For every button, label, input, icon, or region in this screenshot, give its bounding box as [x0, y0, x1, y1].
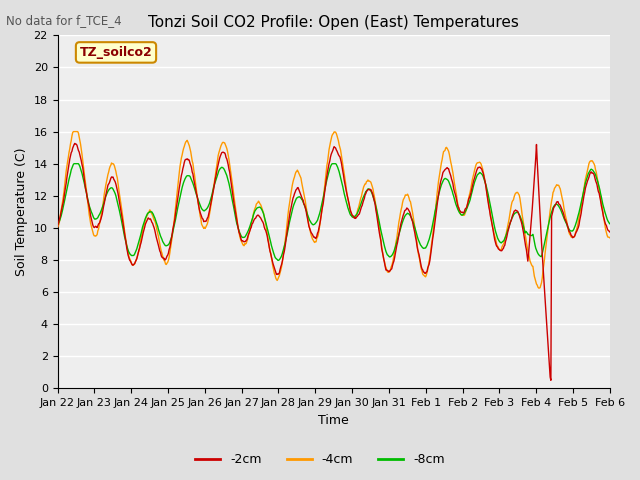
Text: No data for f_TCE_4: No data for f_TCE_4 — [6, 14, 122, 27]
Text: TZ_soilco2: TZ_soilco2 — [79, 46, 152, 59]
Legend: -2cm, -4cm, -8cm: -2cm, -4cm, -8cm — [190, 448, 450, 471]
X-axis label: Time: Time — [318, 414, 349, 427]
Y-axis label: Soil Temperature (C): Soil Temperature (C) — [15, 147, 28, 276]
Title: Tonzi Soil CO2 Profile: Open (East) Temperatures: Tonzi Soil CO2 Profile: Open (East) Temp… — [148, 15, 519, 30]
